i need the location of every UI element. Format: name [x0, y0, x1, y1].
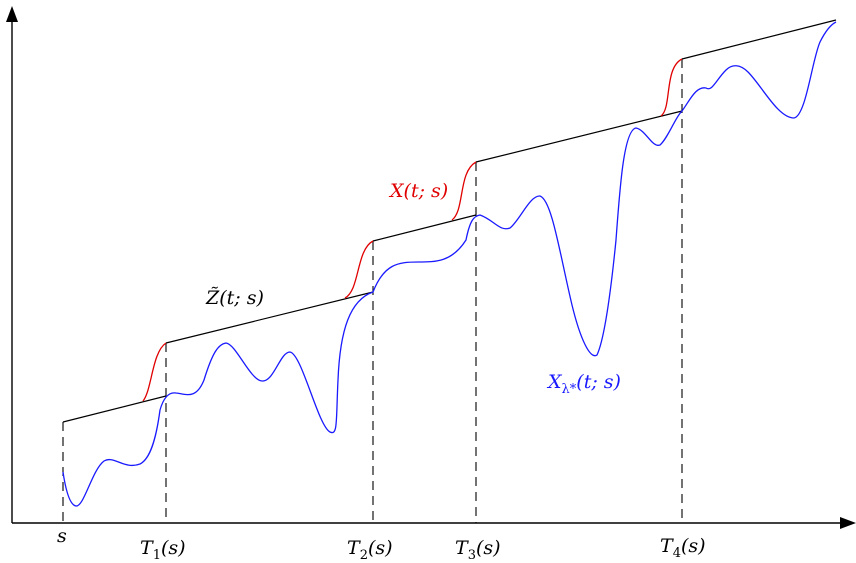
- z-segment-1: [62, 395, 167, 423]
- label-T1-main: T: [140, 537, 154, 559]
- y-axis-arrow: [6, 6, 18, 22]
- z-segment-2: [165, 291, 374, 344]
- label-T2-main: T: [347, 537, 361, 559]
- label-T2-sub: 2: [360, 548, 368, 563]
- x-axis-labels: s T1(s) T2(s) T3(s) T4(s): [57, 525, 706, 563]
- label-T1-arg: (s): [161, 537, 186, 559]
- x-jump-3: [451, 161, 477, 221]
- label-T1: T1(s): [140, 537, 186, 563]
- axes: [6, 6, 856, 529]
- x-jump-4: [660, 58, 683, 117]
- label-x-lambda-main: X: [546, 371, 563, 393]
- label-T3-arg: (s): [476, 537, 501, 559]
- x-lambda-curve: [62, 21, 837, 507]
- x-axis-arrow: [840, 517, 856, 529]
- x-jump-1: [142, 342, 167, 402]
- label-x-lambda: Xλ*(t; s): [546, 371, 621, 397]
- label-T4: T4(s): [660, 535, 706, 561]
- time-markers: [62, 59, 683, 523]
- label-x: X(t; s): [388, 180, 448, 202]
- x-curve-jumps: [142, 58, 683, 402]
- label-z-tilde: Z̃(t; s): [205, 287, 264, 309]
- curve-labels: X(t; s) Z̃(t; s) Xλ*(t; s): [205, 180, 621, 397]
- label-T4-main: T: [660, 535, 674, 557]
- label-T3-sub: 3: [468, 548, 476, 563]
- label-x-lambda-arg: (t; s): [576, 371, 621, 393]
- z-tilde-curve: [62, 19, 837, 423]
- label-T2-arg: (s): [368, 537, 393, 559]
- label-T1-sub: 1: [153, 548, 161, 563]
- label-s: s: [57, 525, 67, 547]
- label-T4-sub: 4: [673, 546, 681, 561]
- z-segment-4: [475, 110, 683, 163]
- label-T3-main: T: [455, 537, 469, 559]
- z-segment-3: [372, 214, 477, 242]
- label-T4-arg: (s): [681, 535, 706, 557]
- label-x-lambda-sub: λ*: [562, 382, 577, 397]
- label-T3: T3(s): [455, 537, 501, 563]
- x-jump-2: [344, 240, 374, 299]
- label-T2: T2(s): [347, 537, 393, 563]
- z-segment-5: [681, 19, 837, 60]
